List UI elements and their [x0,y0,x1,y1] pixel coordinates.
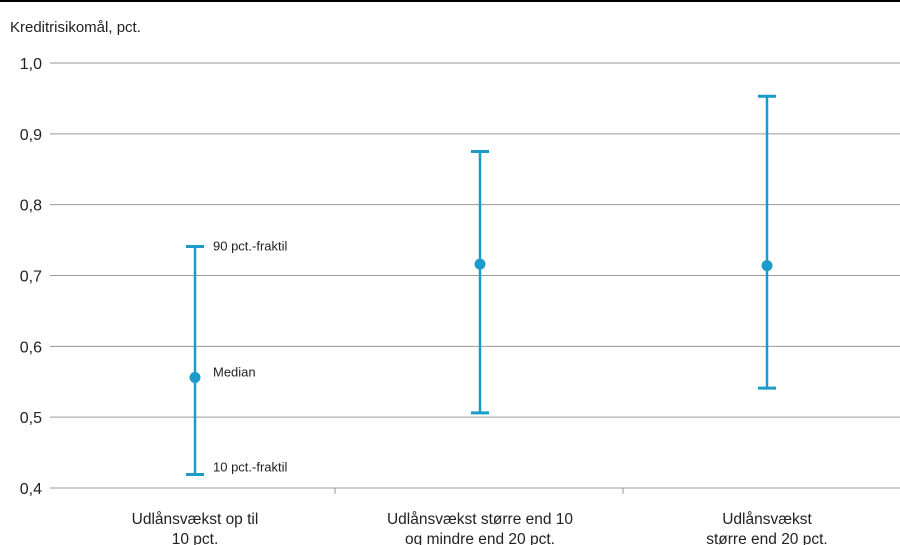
y-tick-label: 1,0 [20,56,42,73]
x-category-label: større end 20 pct. [706,531,827,545]
median-point [761,260,773,272]
y-tick-label: 0,4 [20,481,42,498]
annotations: 90 pct.-fraktil Median 10 pct.-fraktil [213,238,288,474]
y-tick-label: 0,7 [20,269,42,286]
x-category-label: 10 pct. [172,531,219,545]
x-category-label: Udlånsvækst større end 10 [387,511,573,528]
median-point [474,258,486,270]
y-tick-label: 0,8 [20,198,42,215]
annotation-median: Median [213,365,256,380]
x-category-label: Udlånsvækst op til [132,511,259,528]
annotation-lower: 10 pct.-fraktil [213,460,288,475]
x-category-label: og mindre end 20 pct. [405,531,555,545]
x-axis: Udlånsvækst op til 10 pct. Udlånsvækst stø… [50,487,900,545]
x-category-label: Udlånsvækst [722,511,812,528]
gridlines [50,62,900,418]
y-tick-label: 0,6 [20,339,42,356]
y-tick-labels: 0,4 0,5 0,6 0,7 0,8 0,9 1,0 [20,56,42,498]
y-tick-label: 0,5 [20,410,42,427]
annotation-upper: 90 pct.-fraktil [213,238,288,253]
y-tick-label: 0,9 [20,127,42,144]
error-bars [186,94,776,477]
y-axis-label: Kreditrisikomål, pct. [10,19,141,36]
median-point [189,372,201,383]
